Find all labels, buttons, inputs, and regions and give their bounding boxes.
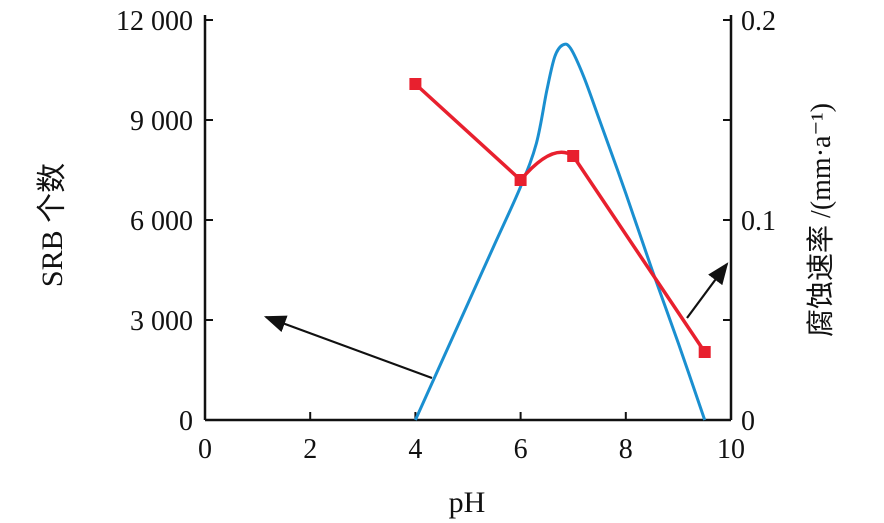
srb-arrow — [263, 315, 433, 380]
y-left-tick-label: 9 000 — [130, 106, 193, 137]
corrosion-arrow — [686, 262, 729, 319]
y-axis-left-label: SRB 个数 — [36, 163, 69, 287]
x-tick-label: 8 — [619, 434, 633, 465]
y-right-tick-label: 0.2 — [741, 6, 776, 37]
y-left-tick-label: 0 — [179, 406, 193, 437]
data-point-marker — [567, 150, 580, 162]
data-point-marker — [514, 174, 527, 186]
series-line-1 — [414, 82, 707, 353]
x-tick-label: 6 — [514, 434, 528, 465]
y-left-tick-label: 6 000 — [130, 206, 193, 237]
y-axis-right-label: 腐蚀速率 /(mm·a⁻¹) — [805, 103, 837, 337]
series-line-0 — [414, 42, 707, 421]
y-left-tick-label: 12 000 — [116, 6, 193, 37]
y-right-tick-label: 0 — [741, 406, 755, 437]
y-right-tick-label: 0.1 — [741, 206, 776, 237]
data-point-marker — [409, 78, 422, 90]
x-tick-label: 10 — [717, 434, 745, 465]
x-tick-label: 0 — [198, 434, 212, 465]
data-point-marker — [698, 346, 711, 358]
x-axis-label: pH — [449, 486, 486, 519]
y-left-tick-label: 3 000 — [130, 306, 193, 337]
x-tick-label: 2 — [303, 434, 317, 465]
x-tick-label: 4 — [408, 434, 422, 465]
